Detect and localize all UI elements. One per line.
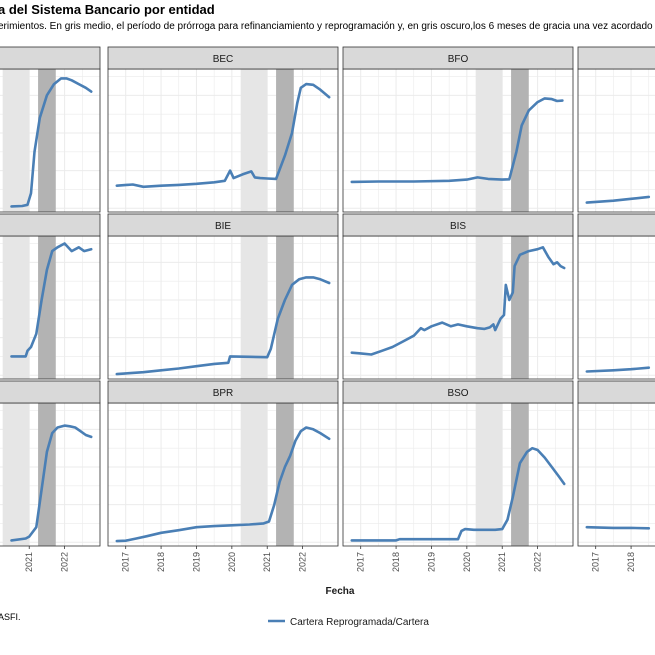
facet-panel: 2021 2022 xyxy=(0,380,101,572)
series-line xyxy=(350,446,566,542)
facet-strip xyxy=(107,46,339,70)
x-tick-label: 2017 xyxy=(121,552,131,572)
facet-panel: 2017 2018 xyxy=(577,380,655,572)
x-tick-label: 2017 xyxy=(591,552,601,572)
series-line xyxy=(10,424,93,542)
facet-strip xyxy=(577,380,655,404)
panel-border xyxy=(0,235,101,380)
legend: Cartera Reprogramada/Cartera xyxy=(268,617,429,628)
x-tick-label: 2019 xyxy=(191,552,201,572)
facet-panel: BEC xyxy=(107,46,339,213)
source-caption: ASFI. xyxy=(0,612,21,622)
series-line xyxy=(585,195,651,204)
panel-background xyxy=(578,236,655,379)
x-tick-label: 2021 xyxy=(24,552,34,572)
facet-label: BEC xyxy=(213,54,234,65)
panel-background xyxy=(108,69,338,212)
panel-border xyxy=(577,68,655,213)
facet-panel xyxy=(577,46,655,213)
series-line xyxy=(350,246,566,356)
x-tick-label: 2020 xyxy=(462,552,472,572)
chart-title: a del Sistema Bancario por entidad xyxy=(0,2,215,17)
facet-strip xyxy=(0,213,101,237)
facet-strip xyxy=(577,46,655,70)
extension-period-band xyxy=(475,403,503,546)
facet-panel: BIS xyxy=(342,213,574,380)
x-tick-label: 2021 xyxy=(262,552,272,572)
facet-panel: BFO xyxy=(342,46,574,213)
panel-border xyxy=(577,402,655,547)
facet-panel: BSO 2017 2018 2019 2020 2021 2022 xyxy=(342,380,574,572)
x-tick-label: 2018 xyxy=(626,552,636,572)
facet-panel xyxy=(577,213,655,380)
panel-border xyxy=(577,235,655,380)
chart-subtitle: erimientos. En gris medio, el período de… xyxy=(0,21,655,32)
series-line xyxy=(10,77,93,208)
facet-label: BSO xyxy=(447,388,468,399)
grace-period-band xyxy=(511,403,529,546)
facet-strip xyxy=(577,213,655,237)
facet-strip xyxy=(0,46,101,70)
facet-label: BIE xyxy=(215,221,231,232)
facet-strip xyxy=(342,380,574,404)
x-axis-title: Fecha xyxy=(326,586,355,597)
facet-strip xyxy=(342,213,574,237)
panel-background xyxy=(578,403,655,546)
x-tick-label: 2017 xyxy=(356,552,366,572)
extension-period-band xyxy=(2,69,30,212)
grace-period-band xyxy=(276,403,294,546)
panel-background xyxy=(108,403,338,546)
panel-background xyxy=(343,236,573,379)
x-tick-label: 2018 xyxy=(156,552,166,572)
x-tick-label: 2022 xyxy=(533,552,543,572)
x-tick-label: 2019 xyxy=(426,552,436,572)
facet-strip xyxy=(0,380,101,404)
facet-strip xyxy=(342,46,574,70)
facet-panel xyxy=(0,213,101,380)
facet-strip xyxy=(107,213,339,237)
facet-panel: BIE xyxy=(107,213,339,380)
panel-background xyxy=(343,403,573,546)
facet-panel: BPR 2017 2018 2019 2020 2021 2022 xyxy=(107,380,339,572)
x-tick-label: 2022 xyxy=(298,552,308,572)
x-tick-label: 2020 xyxy=(227,552,237,572)
series-line xyxy=(115,276,331,376)
panel-background xyxy=(578,69,655,212)
panel-border xyxy=(0,402,101,547)
extension-period-band xyxy=(475,69,503,212)
facet-panel xyxy=(0,46,101,213)
grace-period-band xyxy=(38,403,56,546)
grace-period-band xyxy=(276,69,294,212)
x-tick-label: 2018 xyxy=(391,552,401,572)
legend-label: Cartera Reprogramada/Cartera xyxy=(290,617,429,628)
facet-label: BIS xyxy=(450,221,466,232)
panel-background xyxy=(343,69,573,212)
facet-label: BPR xyxy=(213,388,234,399)
grace-period-band xyxy=(38,236,56,379)
x-tick-label: 2022 xyxy=(60,552,70,572)
facet-strip xyxy=(107,380,339,404)
panel-background xyxy=(108,236,338,379)
grace-period-band xyxy=(276,236,294,379)
facet-label: BFO xyxy=(448,54,469,65)
x-tick-label: 2021 xyxy=(497,552,507,572)
series-line xyxy=(585,525,651,530)
extension-period-band xyxy=(240,236,268,379)
extension-period-band xyxy=(2,403,30,546)
series-line xyxy=(115,82,331,189)
series-line xyxy=(115,426,331,543)
extension-period-band xyxy=(475,236,503,379)
extension-period-band xyxy=(240,69,268,212)
series-line xyxy=(350,97,564,184)
panel-border xyxy=(0,68,101,213)
grace-period-band xyxy=(38,69,56,212)
series-line xyxy=(10,242,93,358)
series-line xyxy=(585,366,651,373)
